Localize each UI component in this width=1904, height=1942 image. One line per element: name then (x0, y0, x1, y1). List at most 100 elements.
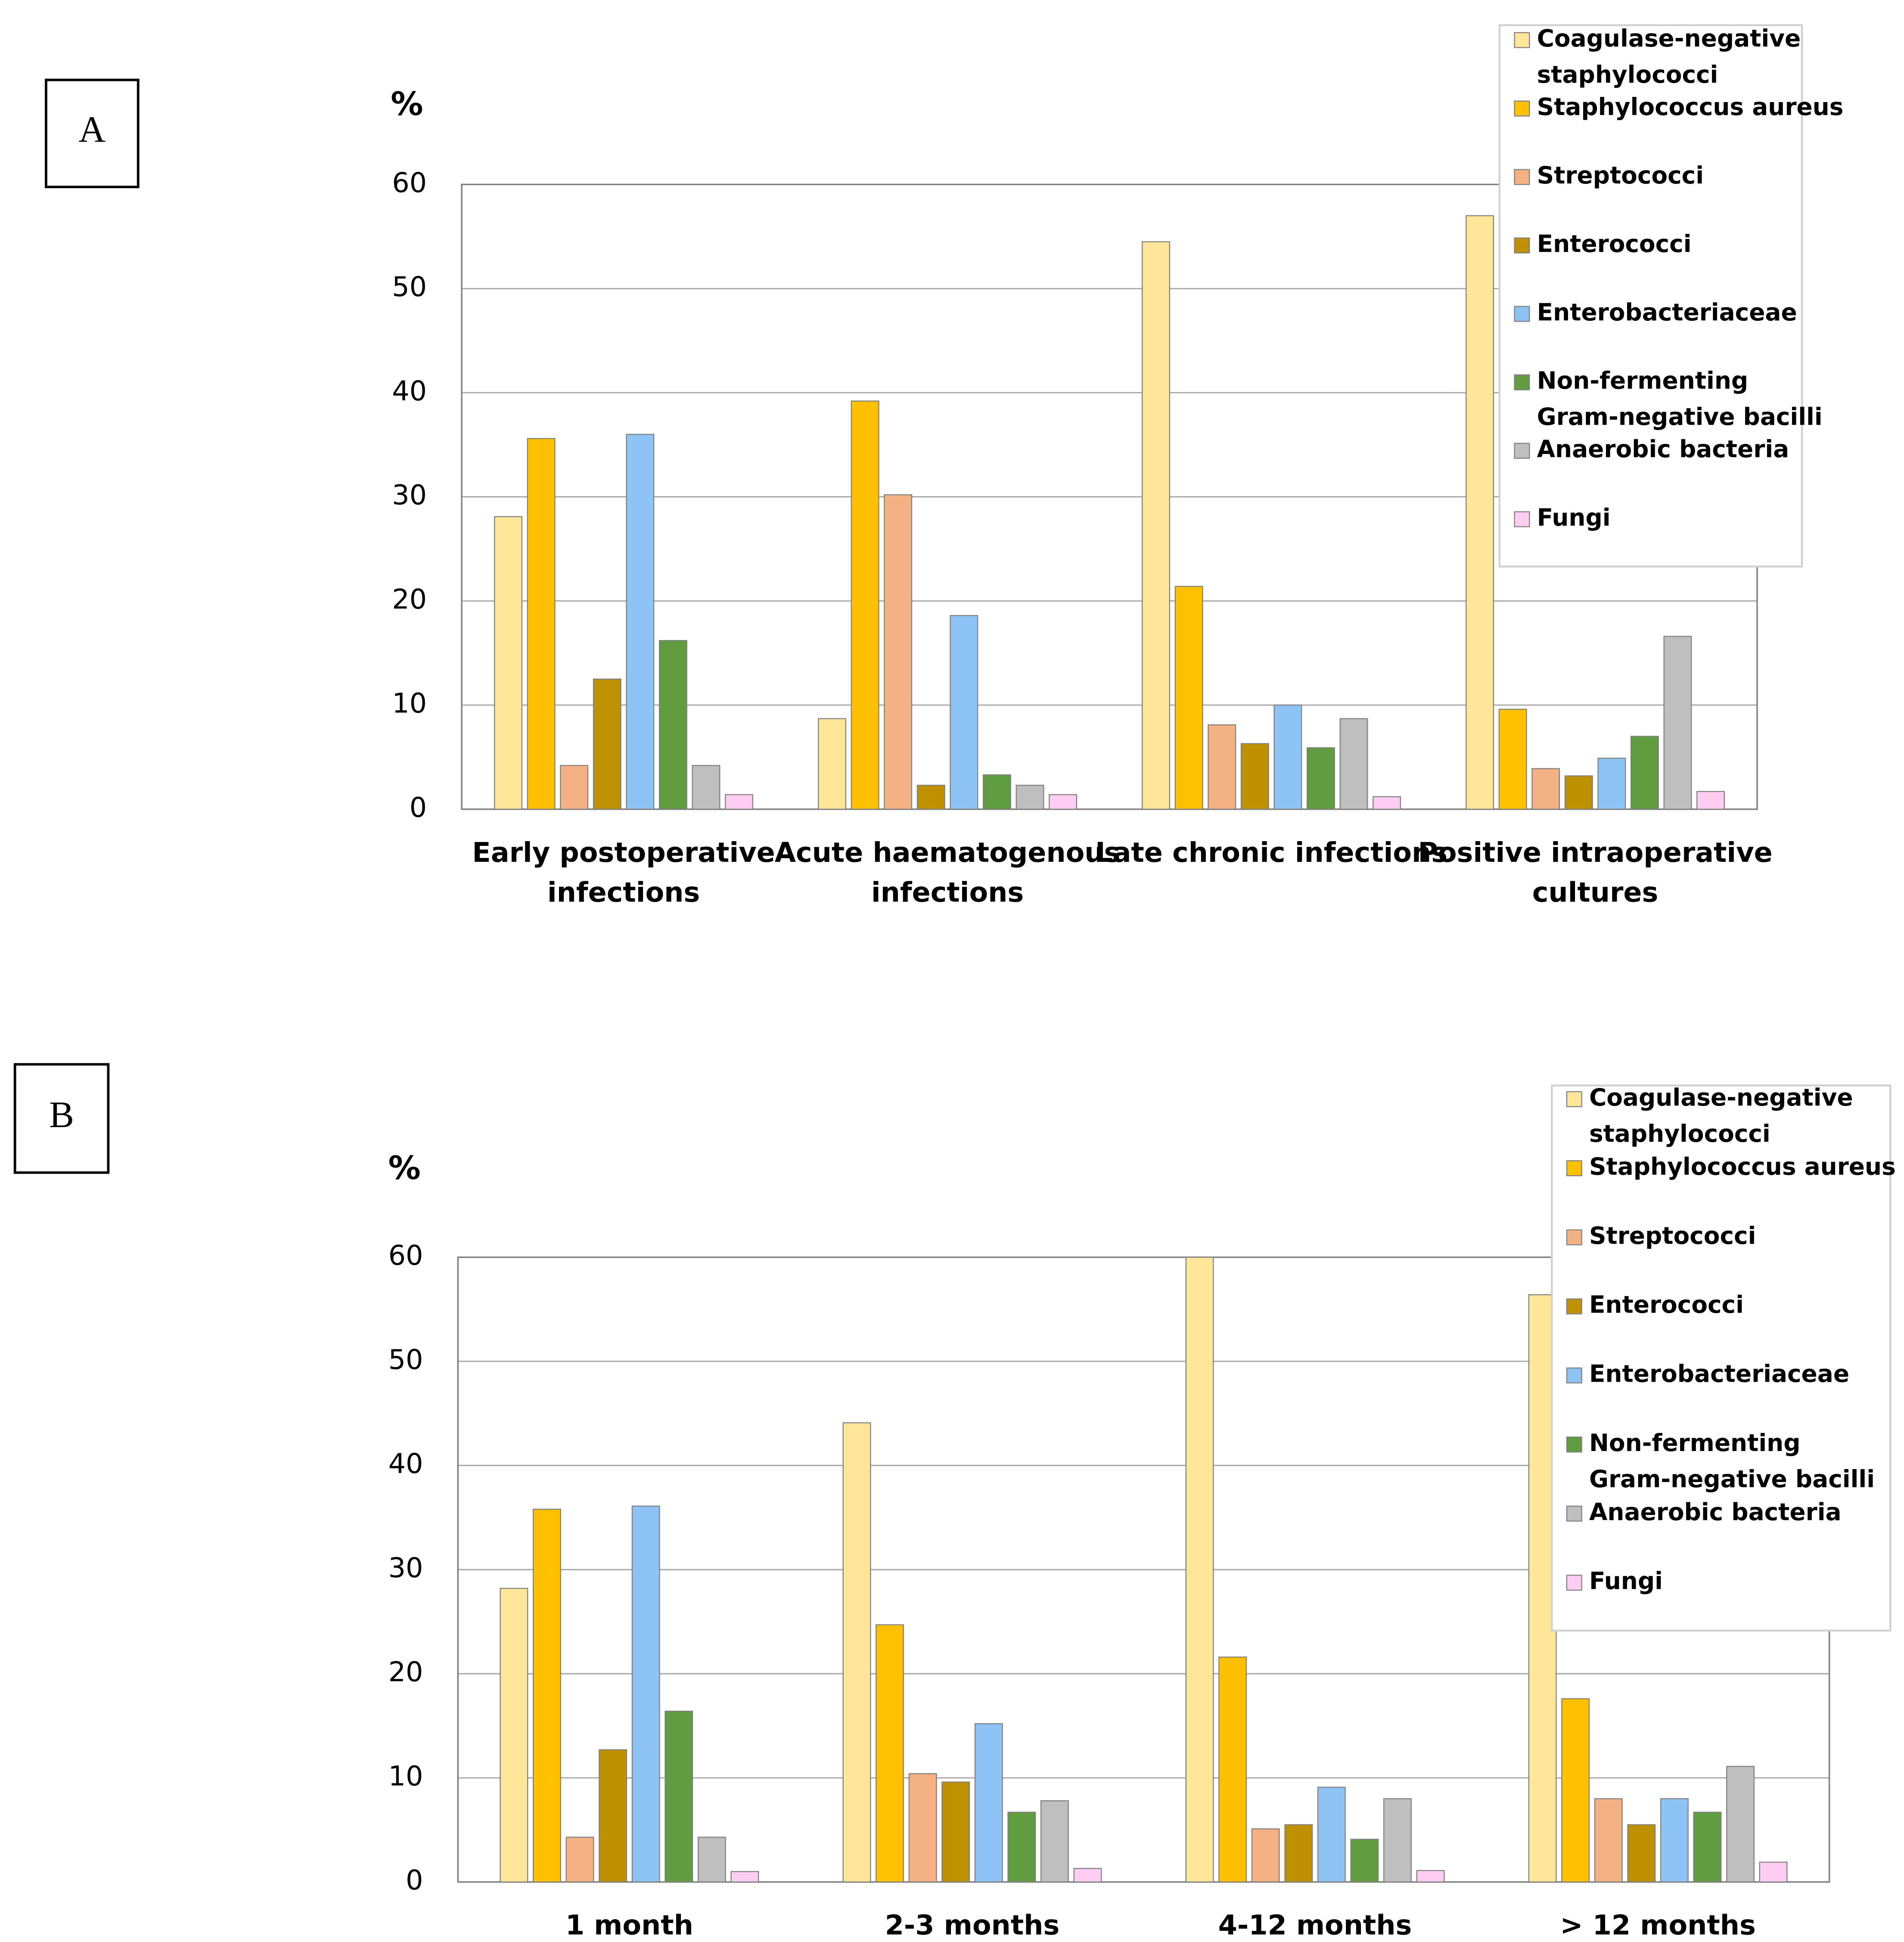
y-axis-label: % (388, 1149, 420, 1187)
legend-swatch (1566, 1436, 1582, 1453)
y-tick-label: 20 (388, 1656, 423, 1688)
bar (1174, 586, 1203, 810)
legend-swatch (1514, 237, 1530, 254)
bar (1597, 758, 1626, 810)
bar (1416, 1870, 1445, 1883)
legend-label: Anaerobic bacteria (1589, 1498, 1842, 1526)
bar (1251, 1828, 1280, 1883)
y-tick-label: 10 (388, 1760, 423, 1792)
legend-swatch (1514, 32, 1530, 48)
panel-box (45, 78, 140, 188)
bar (1498, 708, 1527, 810)
x-tick-label: 2-3 months (885, 1909, 1059, 1941)
legend-label: Enterococci (1537, 230, 1692, 258)
legend-label: Fungi (1589, 1567, 1663, 1595)
bar (1627, 1824, 1656, 1883)
bar (730, 1871, 759, 1883)
bar (565, 1836, 594, 1883)
bar (1663, 636, 1692, 810)
legend-swatch (1514, 443, 1530, 459)
bar (665, 1711, 693, 1883)
bar (1040, 1800, 1069, 1883)
legend-swatch (1566, 1298, 1582, 1314)
bar (1185, 1256, 1214, 1883)
bar (1594, 1798, 1623, 1883)
bar (725, 794, 753, 810)
bar (1383, 1798, 1412, 1883)
bar (1049, 794, 1077, 810)
bar (1142, 241, 1170, 810)
panel-label: A (79, 109, 106, 150)
y-tick-label: 50 (388, 1343, 423, 1375)
y-tick-label: 40 (392, 375, 427, 407)
legend-swatch (1514, 374, 1530, 391)
legend-swatch (1566, 1091, 1582, 1107)
y-tick-label: 60 (392, 167, 427, 199)
legend-label: Staphylococcus aureus (1537, 93, 1844, 121)
bar (908, 1773, 937, 1883)
y-tick-label: 30 (392, 479, 427, 511)
legend-label: Non-fermenting Gram-negative bacilli (1589, 1429, 1875, 1493)
bar (658, 640, 687, 810)
bar (1273, 704, 1302, 810)
bar (1693, 1811, 1722, 1883)
bar (851, 401, 879, 810)
bar (631, 1505, 660, 1883)
bar (500, 1588, 528, 1883)
x-tick-label: 1 month (565, 1909, 693, 1941)
bar (599, 1749, 627, 1883)
legend-label: Anaerobic bacteria (1537, 435, 1789, 463)
legend-swatch (1514, 511, 1530, 528)
legend-label: Streptococci (1589, 1222, 1756, 1249)
bar (876, 1624, 904, 1883)
legend-swatch (1566, 1505, 1582, 1522)
bar (1759, 1861, 1788, 1883)
legend-label: Enterobacteriaceae (1537, 298, 1797, 326)
x-tick-label: Early postoperative infections (472, 836, 775, 907)
bar (1073, 1868, 1102, 1883)
legend-swatch (1566, 1575, 1582, 1591)
y-tick-label: 40 (388, 1448, 423, 1479)
bar (533, 1508, 561, 1883)
bar (1660, 1798, 1689, 1883)
bar (1531, 768, 1560, 810)
bar (1317, 1787, 1346, 1883)
bar (974, 1723, 1003, 1883)
y-tick-label: 20 (392, 583, 427, 615)
x-tick-label: > 12 months (1560, 1909, 1755, 1941)
y-tick-label: 50 (392, 271, 427, 303)
y-tick-label: 0 (406, 1864, 423, 1896)
bar (1726, 1766, 1755, 1883)
bar (950, 615, 978, 810)
legend-label: Coagulase-negative staphylococci (1589, 1084, 1853, 1147)
legend-label: Fungi (1537, 504, 1611, 531)
bar (1240, 743, 1269, 810)
bar (1016, 785, 1044, 810)
legend-swatch (1566, 1160, 1582, 1176)
legend-label: Enterococci (1589, 1291, 1744, 1318)
bar (593, 678, 621, 810)
bar (1696, 791, 1725, 810)
bar (1561, 1698, 1590, 1883)
bar (1208, 724, 1236, 810)
legend-box (1551, 1084, 1892, 1632)
x-tick-label: Positive intraoperative cultures (1418, 836, 1772, 907)
bar (1007, 1811, 1036, 1883)
bar (1218, 1656, 1247, 1883)
legend-swatch (1566, 1367, 1582, 1384)
legend-label: Coagulase-negative staphylococci (1537, 25, 1801, 88)
bar (1466, 215, 1494, 810)
bar (1564, 775, 1593, 810)
panel-box (13, 1063, 110, 1174)
bar (1306, 747, 1335, 810)
legend-swatch (1514, 100, 1530, 117)
bar (560, 765, 589, 810)
legend-label: Enterobacteriaceae (1589, 1360, 1849, 1388)
y-tick-label: 30 (388, 1552, 423, 1584)
legend-label: Non-fermenting Gram-negative bacilli (1537, 367, 1823, 431)
bar (692, 765, 721, 810)
bar (527, 438, 556, 810)
panel-label: B (49, 1094, 74, 1135)
x-tick-label: 4-12 months (1218, 1909, 1412, 1941)
